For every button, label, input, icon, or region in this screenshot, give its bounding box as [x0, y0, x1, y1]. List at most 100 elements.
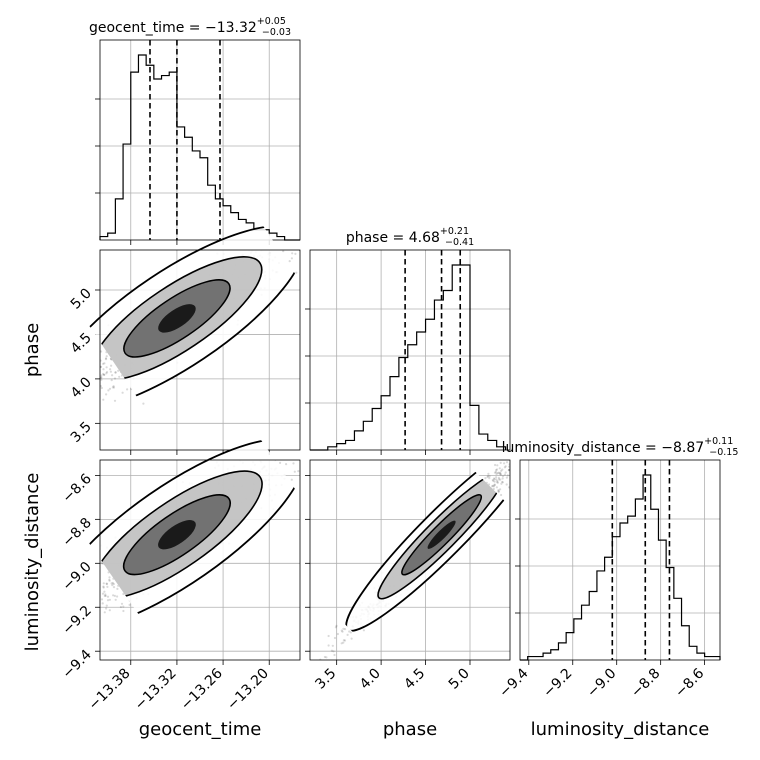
x-tick-label: −13.38: [86, 666, 134, 714]
sample-point: [495, 478, 498, 481]
sample-point: [499, 473, 503, 476]
sample-point: [119, 605, 122, 609]
axes-frame: [309, 249, 511, 451]
sample-point: [497, 471, 500, 474]
sample-point: [103, 373, 106, 376]
sample-point: [103, 362, 106, 365]
title-param: phase: [346, 230, 388, 246]
axes-frame: [519, 459, 721, 661]
sample-point: [497, 490, 500, 493]
title-median: −13.32: [205, 20, 257, 36]
axes-frame: [99, 39, 301, 241]
sample-point: [107, 389, 110, 392]
x-tick-label: −13.26: [178, 665, 226, 713]
sample-point: [285, 463, 288, 466]
sample-point: [350, 637, 353, 640]
sample-point: [100, 374, 103, 377]
axes-frame: [309, 459, 511, 661]
sample-point: [109, 370, 112, 373]
sample-point: [508, 468, 510, 472]
sample-point: [508, 465, 510, 468]
sample-point: [493, 471, 497, 474]
sample-point: [503, 466, 506, 469]
sample-point: [290, 257, 293, 260]
sample-point: [327, 634, 330, 638]
sample-point: [105, 371, 109, 374]
sample-point: [114, 371, 117, 374]
sample-point: [102, 372, 105, 376]
ylabel-phase: phase: [22, 323, 43, 377]
sample-point: [491, 485, 494, 488]
sample-point: [496, 481, 499, 484]
histogram-phase: [305, 249, 511, 455]
title-median: 4.68: [409, 230, 440, 246]
sample-point: [106, 595, 110, 598]
x-tick-label: 4.5: [401, 666, 428, 693]
sample-point: [487, 472, 490, 475]
sample-point: [100, 598, 104, 601]
sample-point: [501, 468, 504, 471]
sample-point: [105, 582, 108, 586]
title-err-minus: −0.41: [445, 237, 474, 248]
sample-point: [102, 398, 105, 401]
title-median: −8.87: [661, 440, 704, 456]
sample-point: [484, 477, 487, 480]
sample-point: [118, 375, 121, 378]
x-tick-label: −9.4: [496, 665, 531, 700]
sample-point: [336, 632, 339, 636]
sample-point: [110, 379, 113, 382]
sample-point: [102, 585, 105, 588]
sample-point: [103, 611, 106, 614]
sample-point: [106, 599, 110, 602]
sample-point: [112, 594, 115, 597]
sample-point: [105, 355, 108, 358]
sample-point: [499, 472, 502, 475]
title-geocent-time: geocent_time = −13.32+0.05 −0.03: [89, 16, 291, 38]
sample-point: [341, 630, 344, 633]
title-param: geocent_time: [89, 20, 184, 36]
xlabel-phase: phase: [383, 719, 437, 740]
sample-point: [342, 639, 345, 642]
sample-point: [500, 482, 503, 485]
sample-point: [110, 582, 113, 585]
histogram-step: [99, 54, 300, 241]
title-param: luminosity_distance: [502, 440, 641, 456]
sample-point: [100, 386, 103, 390]
sample-point: [104, 593, 107, 596]
sample-point: [362, 629, 365, 632]
histogram-geocent-time: [95, 39, 301, 245]
sample-point: [102, 582, 105, 585]
sample-point: [101, 602, 104, 605]
sample-point: [335, 624, 338, 628]
sample-point: [109, 368, 112, 371]
sample-point: [505, 476, 508, 479]
sample-point: [112, 386, 116, 389]
sample-point: [100, 359, 102, 362]
sample-point: [496, 481, 499, 484]
title-phase: phase = 4.68+0.21 −0.41: [346, 226, 474, 248]
sample-point: [291, 252, 294, 255]
sample-point: [501, 475, 505, 478]
density-contours: [345, 437, 538, 632]
sample-point: [121, 391, 124, 394]
sample-point: [495, 486, 498, 489]
sample-point: [104, 594, 107, 598]
sample-point: [103, 594, 106, 598]
sample-point: [106, 585, 109, 589]
sample-point: [293, 470, 296, 473]
contour-peak: [158, 520, 196, 550]
sample-point: [508, 468, 510, 471]
sample-point: [297, 470, 300, 473]
axes-frame: [99, 249, 301, 451]
sample-point: [501, 480, 504, 484]
sample-point: [102, 362, 105, 365]
sample-point: [108, 579, 111, 582]
sample-point: [104, 357, 108, 360]
x-tick-label: −8.6: [672, 665, 707, 700]
sample-point: [101, 592, 105, 595]
sample-point: [113, 594, 116, 598]
sample-point: [122, 592, 125, 596]
sample-point: [282, 250, 285, 253]
y-tick-label: −9.2: [59, 603, 94, 638]
sample-point: [100, 350, 103, 353]
